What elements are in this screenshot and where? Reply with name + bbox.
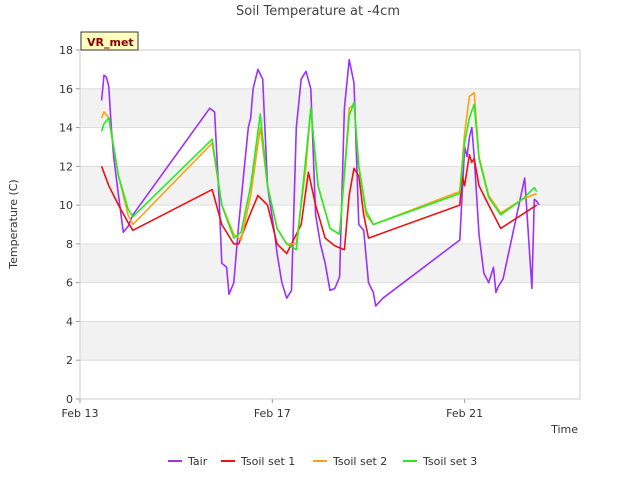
- y-tick-label: 0: [66, 393, 73, 406]
- series-line-tair: [100, 58, 540, 307]
- y-tick-label: 10: [59, 199, 73, 212]
- series-line-tsoil-set-3: [100, 101, 538, 251]
- legend-label: Tsoil set 2: [332, 455, 387, 468]
- series-line-tsoil-set-1: [100, 153, 538, 255]
- chart-title: Soil Temperature at -4cm: [236, 4, 400, 19]
- y-tick-label: 4: [66, 315, 73, 328]
- x-tick-label: Feb 21: [446, 407, 483, 420]
- series-lines: [100, 58, 540, 307]
- grid-band: [80, 243, 580, 283]
- y-tick-label: 18: [59, 44, 73, 57]
- x-tick-label: Feb 17: [254, 407, 291, 420]
- x-axis-label: Time: [550, 423, 578, 436]
- badge-label: VR_met: [87, 36, 134, 49]
- grid-band: [80, 166, 580, 206]
- y-axis-label: Temperature (C): [7, 179, 20, 269]
- grid-band: [80, 321, 580, 361]
- axes: 0 2 4 6 8 10 12 14 16 18 Feb 13 Feb 17 Feb 21: [59, 44, 581, 420]
- y-tick-label: 12: [59, 160, 73, 173]
- plot-area: [80, 50, 580, 399]
- y-tick-label: 2: [66, 354, 73, 367]
- badge-box: [80, 31, 139, 51]
- y-tick-label: 8: [66, 238, 73, 251]
- y-tick-label: 16: [59, 83, 73, 96]
- legend-label: Tsoil set 3: [422, 455, 477, 468]
- grid-band: [80, 88, 580, 128]
- legend: Tair Tsoil set 1 Tsoil set 2 Tsoil set 3: [168, 455, 477, 468]
- station-badge: VR_met: [80, 31, 139, 51]
- legend-label: Tsoil set 1: [240, 455, 295, 468]
- y-tick-label: 14: [59, 122, 73, 135]
- plot-frame: [79, 49, 581, 400]
- y-tick-label: 6: [66, 277, 73, 290]
- legend-label: Tair: [187, 455, 208, 468]
- x-tick-label: Feb 13: [62, 407, 99, 420]
